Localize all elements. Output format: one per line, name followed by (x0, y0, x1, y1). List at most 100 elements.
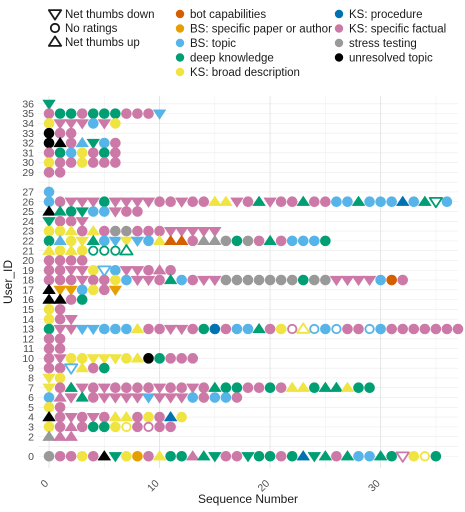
data-point (130, 352, 144, 363)
data-point (43, 167, 55, 178)
data-point (264, 450, 276, 462)
data-point (130, 323, 144, 334)
data-point (208, 452, 222, 463)
data-point (331, 196, 342, 208)
data-point (176, 274, 187, 286)
data-point (54, 196, 66, 208)
data-point (108, 285, 122, 296)
data-point (297, 235, 309, 247)
data-point (154, 225, 165, 237)
data-point (187, 353, 199, 364)
data-point (186, 383, 200, 394)
data-point (43, 450, 55, 462)
data-point (320, 235, 331, 247)
data-point (176, 411, 187, 423)
data-point (187, 392, 199, 403)
data-point (309, 196, 320, 208)
data-point (53, 354, 67, 365)
data-point (97, 354, 111, 365)
data-point (76, 421, 88, 433)
y-tick-label: 0 (28, 451, 34, 463)
data-point (386, 450, 397, 462)
data-point (76, 294, 88, 305)
data-point (43, 225, 55, 237)
data-point (287, 323, 298, 335)
y-tick-label: 22 (22, 235, 34, 247)
data-point (54, 167, 66, 178)
data-point (86, 197, 100, 208)
data-point (43, 274, 55, 286)
data-point (97, 450, 111, 461)
data-point (43, 235, 55, 247)
data-point (242, 382, 254, 394)
data-point (430, 450, 442, 462)
data-point (143, 411, 154, 423)
data-point (352, 195, 366, 206)
data-point (76, 245, 88, 256)
data-point (87, 421, 99, 433)
data-point (375, 323, 386, 335)
data-point (395, 451, 410, 463)
data-point (53, 391, 67, 402)
data-point (110, 147, 121, 159)
data-point (110, 264, 121, 276)
data-point (165, 421, 176, 433)
y-tick-label: 14 (22, 314, 34, 326)
data-point (76, 147, 88, 159)
legend-shape-label: Net thumbs down (65, 9, 155, 21)
y-tick-label: 23 (22, 226, 34, 238)
data-point (54, 382, 66, 394)
data-point (296, 195, 310, 206)
legend-color-swatch (175, 38, 185, 48)
data-point (54, 127, 66, 139)
data-point (43, 264, 55, 276)
data-point (252, 323, 266, 334)
data-point (153, 393, 167, 404)
data-point (54, 421, 66, 433)
data-point (208, 235, 222, 246)
data-point (54, 274, 66, 286)
data-point (42, 99, 56, 110)
data-point (54, 343, 66, 354)
data-point (331, 450, 342, 462)
data-point (65, 147, 77, 159)
data-point (176, 450, 187, 462)
data-point (396, 195, 410, 206)
data-point (75, 324, 89, 335)
data-point (43, 313, 55, 325)
y-tick-label: 20 (22, 255, 34, 267)
data-point (220, 235, 232, 247)
data-point (364, 196, 375, 208)
data-point (42, 283, 56, 294)
data-point (43, 186, 55, 198)
data-point (65, 353, 77, 364)
data-point (375, 196, 386, 208)
data-point (397, 323, 409, 335)
data-point (119, 266, 133, 277)
data-point (54, 411, 66, 423)
data-point (110, 108, 121, 119)
y-tick-label: 6 (28, 392, 34, 404)
data-point (130, 393, 144, 404)
legend-shape-label: No ratings (65, 23, 118, 35)
data-point (43, 421, 55, 433)
data-point (165, 353, 176, 364)
y-tick-label: 27 (22, 187, 34, 199)
data-point (441, 323, 453, 335)
data-point (263, 235, 277, 246)
data-point (253, 450, 265, 462)
legend-color-label: stress testing (349, 38, 417, 50)
data-point (87, 206, 99, 217)
data-point (87, 147, 99, 159)
data-point (364, 323, 375, 335)
data-point (320, 323, 331, 335)
legend-shape-marker (49, 22, 61, 34)
data-point (275, 235, 287, 247)
data-point (110, 137, 121, 149)
data-point (352, 275, 366, 286)
data-point (153, 109, 167, 120)
data-point (64, 119, 78, 130)
data-point (353, 323, 364, 335)
data-point (43, 362, 55, 374)
data-point (76, 225, 88, 237)
